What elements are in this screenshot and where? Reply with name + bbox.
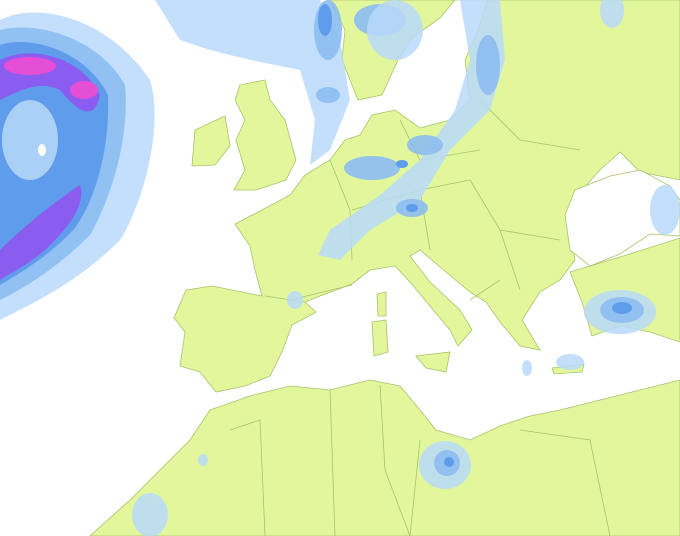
great-britain	[233, 79, 297, 191]
atlantic-cyclone	[0, 12, 155, 320]
north-africa	[89, 379, 680, 536]
scattered-cells	[132, 0, 680, 536]
frontal-band	[318, 0, 505, 260]
north-sea-system	[155, 0, 423, 165]
ireland	[191, 115, 231, 167]
sicily	[415, 351, 451, 373]
corsica	[376, 291, 387, 317]
land-layer	[89, 0, 680, 536]
sardinia	[371, 319, 389, 357]
